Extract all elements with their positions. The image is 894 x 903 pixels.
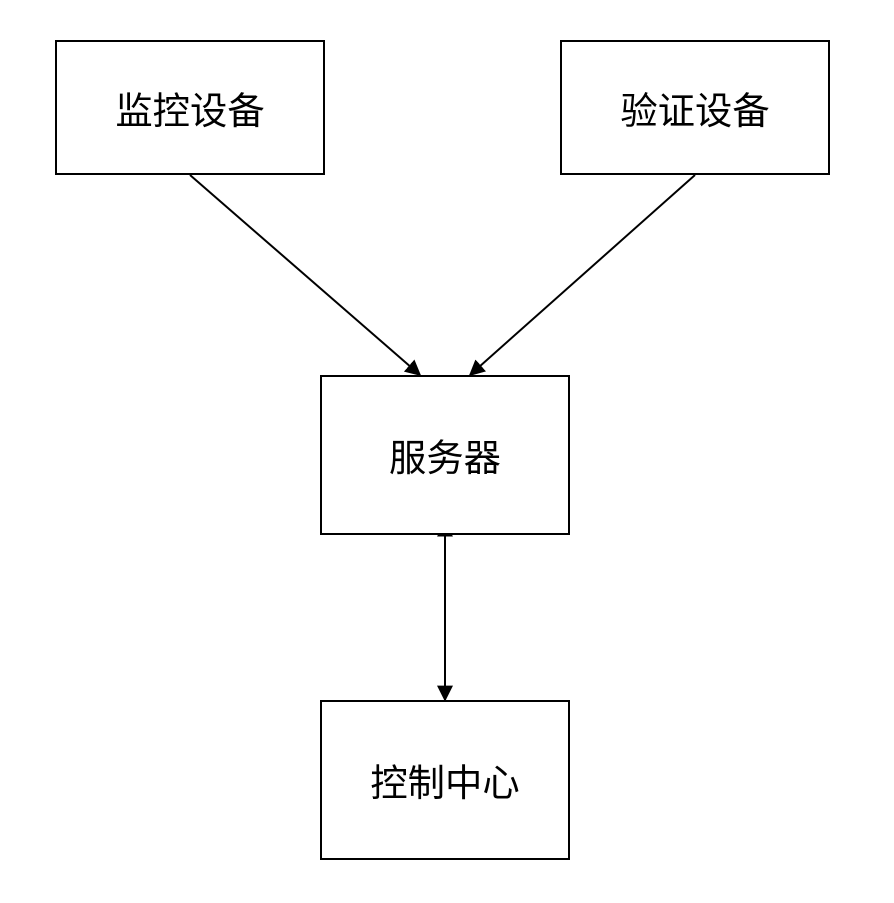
diagram-container: 监控设备 验证设备 服务器 控制中心 <box>0 0 894 903</box>
node-control: 控制中心 <box>320 700 570 860</box>
node-monitor: 监控设备 <box>55 40 325 175</box>
node-verify-label: 验证设备 <box>620 81 769 135</box>
node-verify: 验证设备 <box>560 40 830 175</box>
node-monitor-label: 监控设备 <box>115 81 264 135</box>
node-server: 服务器 <box>320 375 570 535</box>
edge-monitor-server <box>190 175 420 375</box>
edge-verify-server <box>470 175 695 375</box>
node-control-label: 控制中心 <box>370 753 519 807</box>
node-server-label: 服务器 <box>389 428 501 482</box>
